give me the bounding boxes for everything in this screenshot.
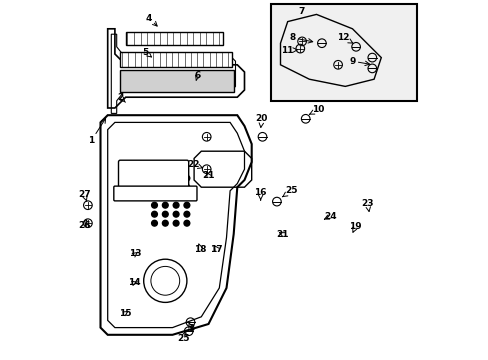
Circle shape [183, 202, 189, 208]
Circle shape [183, 184, 189, 190]
Circle shape [173, 175, 179, 181]
Text: 10: 10 [309, 105, 324, 114]
Text: 1: 1 [88, 118, 105, 145]
FancyBboxPatch shape [120, 52, 231, 67]
Text: 21: 21 [202, 171, 214, 180]
Text: 22: 22 [187, 160, 202, 169]
FancyBboxPatch shape [114, 186, 197, 201]
Text: 13: 13 [129, 249, 142, 258]
Circle shape [183, 211, 189, 217]
FancyBboxPatch shape [125, 32, 223, 45]
Circle shape [162, 211, 168, 217]
Text: 19: 19 [348, 222, 361, 232]
Text: 5: 5 [142, 48, 151, 57]
Circle shape [183, 220, 189, 226]
Text: 23: 23 [361, 199, 373, 211]
Text: 8: 8 [289, 33, 312, 43]
Text: 18: 18 [194, 244, 206, 253]
Circle shape [151, 184, 157, 190]
Text: 25: 25 [177, 331, 189, 343]
Circle shape [183, 175, 189, 181]
Circle shape [151, 193, 157, 199]
Circle shape [162, 184, 168, 190]
Text: 2: 2 [117, 93, 125, 102]
Circle shape [151, 220, 157, 226]
Text: 11: 11 [280, 46, 297, 55]
Text: 14: 14 [128, 278, 141, 287]
Circle shape [183, 193, 189, 199]
Text: 17: 17 [210, 245, 223, 253]
Text: 4: 4 [145, 14, 157, 26]
Circle shape [162, 193, 168, 199]
Circle shape [151, 202, 157, 208]
Text: 21: 21 [276, 230, 288, 239]
Text: 24: 24 [324, 212, 337, 220]
Circle shape [173, 184, 179, 190]
Text: 6: 6 [194, 71, 201, 80]
Text: 9: 9 [348, 57, 369, 66]
Circle shape [173, 211, 179, 217]
Circle shape [151, 211, 157, 217]
FancyBboxPatch shape [118, 160, 188, 187]
Text: 16: 16 [254, 188, 266, 200]
Text: 25: 25 [282, 186, 297, 197]
Circle shape [162, 175, 168, 181]
Circle shape [173, 193, 179, 199]
Text: 26: 26 [78, 220, 90, 230]
Text: 7: 7 [298, 7, 304, 16]
Circle shape [162, 202, 168, 208]
FancyBboxPatch shape [120, 70, 233, 92]
Text: 3: 3 [188, 323, 194, 333]
Circle shape [162, 220, 168, 226]
Circle shape [151, 175, 157, 181]
Circle shape [173, 220, 179, 226]
Text: 20: 20 [255, 114, 267, 127]
Circle shape [173, 202, 179, 208]
Text: 12: 12 [337, 33, 352, 43]
Text: 27: 27 [78, 190, 90, 202]
FancyBboxPatch shape [271, 4, 416, 101]
Text: 15: 15 [119, 309, 131, 318]
